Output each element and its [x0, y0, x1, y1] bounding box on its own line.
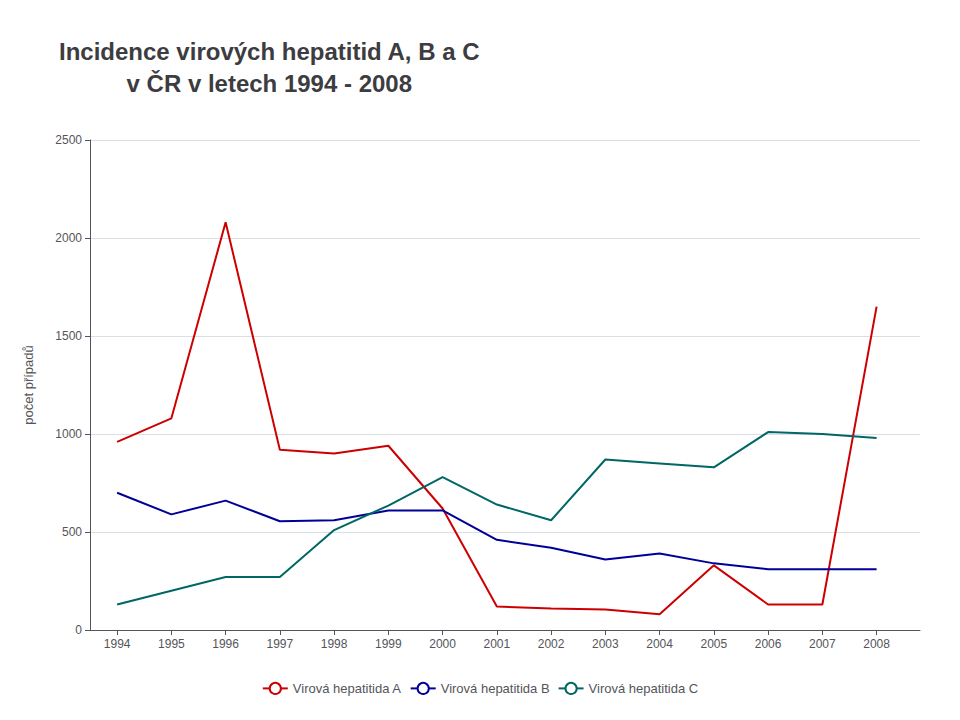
- svg-text:2000: 2000: [55, 231, 82, 245]
- svg-text:2007: 2007: [809, 637, 836, 651]
- svg-text:2001: 2001: [484, 637, 511, 651]
- svg-text:1999: 1999: [375, 637, 402, 651]
- svg-text:2004: 2004: [646, 637, 673, 651]
- svg-text:Incidence virových hepatitid A: Incidence virových hepatitid A, B a C: [59, 38, 480, 65]
- svg-text:2002: 2002: [538, 637, 565, 651]
- svg-text:1997: 1997: [267, 637, 294, 651]
- svg-text:500: 500: [62, 525, 82, 539]
- svg-text:v ČR v letech 1994 - 2008: v ČR v letech 1994 - 2008: [127, 70, 413, 97]
- svg-text:2005: 2005: [701, 637, 728, 651]
- svg-text:Virová hepatitida B: Virová hepatitida B: [441, 681, 550, 696]
- svg-text:0: 0: [75, 623, 82, 637]
- svg-text:1000: 1000: [55, 427, 82, 441]
- svg-text:Virová hepatitida A: Virová hepatitida A: [293, 681, 401, 696]
- svg-text:2003: 2003: [592, 637, 619, 651]
- svg-text:1995: 1995: [158, 637, 185, 651]
- svg-text:1998: 1998: [321, 637, 348, 651]
- svg-text:2000: 2000: [429, 637, 456, 651]
- svg-text:2500: 2500: [55, 133, 82, 147]
- svg-text:1500: 1500: [55, 329, 82, 343]
- svg-text:počet případů: počet případů: [21, 345, 36, 425]
- svg-text:2006: 2006: [755, 637, 782, 651]
- svg-text:2008: 2008: [863, 637, 890, 651]
- svg-text:1994: 1994: [104, 637, 131, 651]
- svg-text:1996: 1996: [212, 637, 239, 651]
- svg-text:Virová hepatitida C: Virová hepatitida C: [589, 681, 699, 696]
